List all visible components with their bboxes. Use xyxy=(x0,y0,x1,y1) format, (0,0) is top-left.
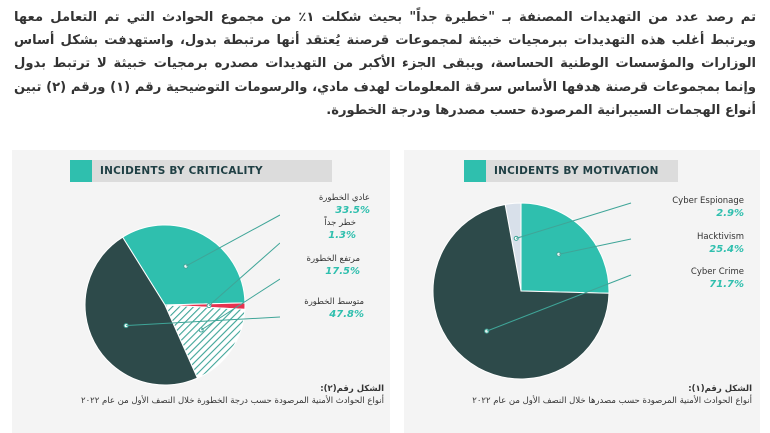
motivation-pie-slice-2 xyxy=(432,203,610,380)
mot-label-1-text: Hacktivism xyxy=(697,232,744,242)
criticality-caption-text: أنواع الحوادث الأمنية المرصودة حسب درجة … xyxy=(81,396,384,406)
criticality-pie-slice-3 xyxy=(84,236,199,386)
criticality-pie-slice-2 xyxy=(164,304,246,379)
motivation-pie-slice-1 xyxy=(520,202,610,294)
criticality-title: INCIDENTS BY CRITICALITY xyxy=(100,165,263,177)
crit-label-3-text: متوسط الخطورة xyxy=(304,297,364,307)
mot-label-0-value: 2.9% xyxy=(716,208,744,219)
crit-label-2: مرتفع الخطورة 17.5% xyxy=(290,254,361,277)
criticality-pie-chart xyxy=(84,214,280,386)
crit-label-1: خطر جداً 1.3% xyxy=(290,218,356,241)
criticality-leader-line-3 xyxy=(126,316,280,327)
criticality-leader-dot-0 xyxy=(183,263,189,269)
criticality-caption-heading: الشكل رقم(٢): xyxy=(320,384,384,394)
mot-label-1: Hacktivism 25.4% xyxy=(660,232,744,255)
mot-label-2: Cyber Crime 71.7% xyxy=(660,267,744,290)
mot-label-2-value: 71.7% xyxy=(709,279,744,290)
motivation-caption-text: أنواع الحوادث الأمنية المرصودة حسب مصدره… xyxy=(472,396,752,406)
crit-label-0-text: عادي الخطورة xyxy=(318,193,370,203)
header-accent-square xyxy=(464,160,486,182)
criticality-header: INCIDENTS BY CRITICALITY xyxy=(70,160,332,182)
crit-label-1-value: 1.3% xyxy=(328,230,356,241)
mot-label-1-value: 25.4% xyxy=(709,244,744,255)
mot-label-0: Cyber Espionage 2.9% xyxy=(660,196,744,219)
crit-label-0-value: 33.5% xyxy=(335,205,370,216)
criticality-leader-line-2 xyxy=(200,278,280,331)
motivation-caption-heading: الشكل رقم(١): xyxy=(688,384,752,394)
motivation-title: INCIDENTS BY MOTIVATION xyxy=(494,165,659,177)
motivation-leader-line-2 xyxy=(486,274,632,332)
mot-label-2-text: Cyber Crime xyxy=(690,267,744,277)
header-accent-square xyxy=(70,160,92,182)
motivation-leader-line-0 xyxy=(516,202,632,239)
crit-label-3: متوسط الخطورة 47.8% xyxy=(290,297,364,320)
motivation-caption: الشكل رقم(١): أنواع الحوادث الأمنية المر… xyxy=(412,383,752,407)
criticality-caption: الشكل رقم(٢): أنواع الحوادث الأمنية المر… xyxy=(20,383,384,407)
crit-label-1-text: خطر جداً xyxy=(324,218,356,228)
motivation-header: INCIDENTS BY MOTIVATION xyxy=(464,160,678,182)
intro-paragraph: تم رصد عدد من التهديدات المصنفة بـ "خطير… xyxy=(14,10,756,118)
crit-label-3-value: 47.8% xyxy=(329,309,364,320)
motivation-leader-line-1 xyxy=(558,238,632,255)
crit-label-0: عادي الخطورة 33.5% xyxy=(290,193,370,216)
crit-label-2-text: مرتفع الخطورة xyxy=(306,254,361,264)
crit-label-2-value: 17.5% xyxy=(325,266,360,277)
criticality-leader-line-0 xyxy=(185,214,280,267)
motivation-pie-chart xyxy=(432,202,632,380)
criticality-leader-line-1 xyxy=(208,242,280,306)
mot-label-0-text: Cyber Espionage xyxy=(672,196,744,206)
